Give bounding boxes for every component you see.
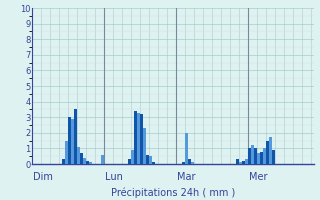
Bar — [149, 156, 152, 164]
Text: Précipitations 24h ( mm ): Précipitations 24h ( mm ) — [111, 188, 235, 198]
Bar — [134, 111, 137, 164]
Bar — [83, 158, 86, 164]
Bar — [137, 113, 140, 164]
Bar — [188, 159, 191, 164]
Bar — [266, 141, 269, 164]
Text: Mer: Mer — [249, 172, 268, 182]
Bar — [80, 153, 83, 164]
Bar — [272, 150, 275, 164]
Bar — [251, 145, 254, 164]
Bar — [86, 161, 89, 164]
Bar — [269, 137, 272, 164]
Bar — [257, 153, 260, 164]
Bar — [77, 147, 80, 164]
Bar — [248, 148, 251, 164]
Text: Lun: Lun — [105, 172, 123, 182]
Bar — [128, 159, 131, 164]
Bar — [143, 128, 146, 164]
Text: Dim: Dim — [34, 172, 53, 182]
Bar — [239, 162, 242, 164]
Bar — [89, 162, 92, 164]
Bar — [62, 159, 65, 164]
Bar — [71, 119, 74, 164]
Bar — [236, 159, 239, 164]
Bar — [254, 148, 257, 164]
Bar — [68, 117, 71, 164]
Bar — [74, 109, 77, 164]
Bar — [140, 114, 143, 164]
Bar — [101, 155, 104, 164]
Bar — [260, 152, 263, 164]
Bar — [146, 155, 149, 164]
Bar — [185, 133, 188, 164]
Bar — [65, 141, 68, 164]
Bar — [191, 162, 194, 164]
Text: Mar: Mar — [177, 172, 196, 182]
Bar — [263, 148, 266, 164]
Bar — [245, 159, 248, 164]
Bar — [242, 161, 245, 164]
Bar — [131, 150, 134, 164]
Bar — [152, 162, 155, 164]
Bar — [182, 162, 185, 164]
